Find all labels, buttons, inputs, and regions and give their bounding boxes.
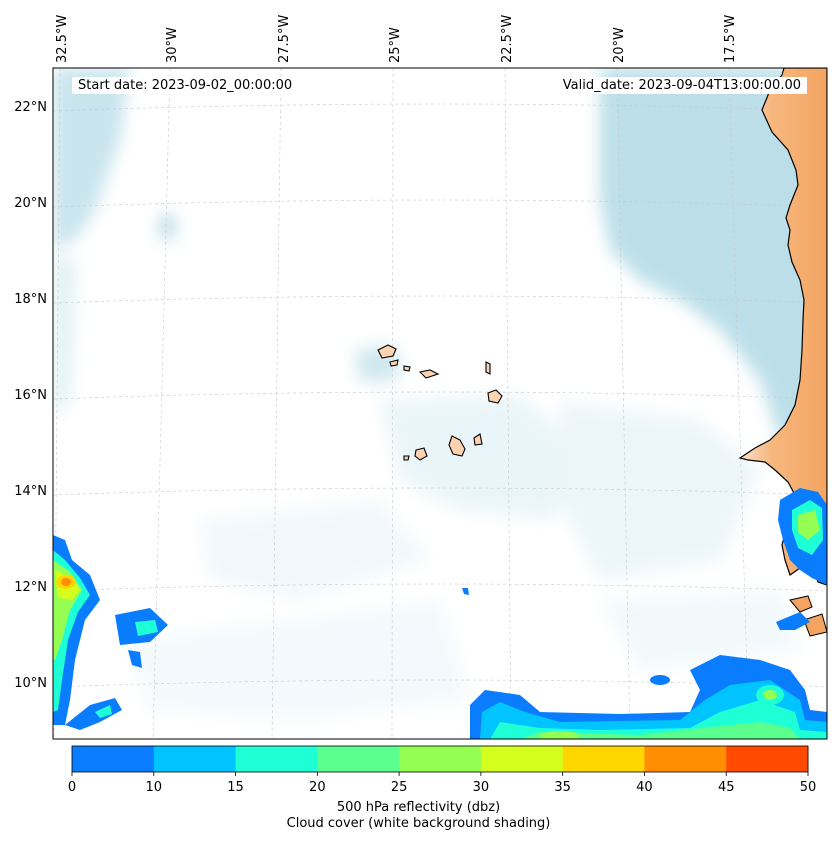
lat-tick-18: 18°N bbox=[14, 292, 47, 307]
colorbar-label: 500 hPa reflectivity (dbz) Cloud cover (… bbox=[0, 800, 837, 832]
reflectivity-west bbox=[53, 535, 469, 730]
colorbar-segment bbox=[317, 746, 400, 772]
bijagos-islands bbox=[789, 595, 813, 613]
colorbar-border bbox=[71, 745, 809, 773]
lon-tick-25: 25°W bbox=[388, 27, 403, 63]
lat-tick-22: 22°N bbox=[14, 100, 47, 115]
colorbar-label-line2: Cloud cover (white background shading) bbox=[286, 816, 551, 831]
lon-tick-30: 30°W bbox=[165, 27, 180, 63]
lon-tick-labels: 32.5°W 30°W 27.5°W 25°W 22.5°W 20°W 17.5… bbox=[55, 15, 738, 63]
lon-tick-17-5: 17.5°W bbox=[723, 15, 738, 63]
colorbar-tick-label: 20 bbox=[309, 780, 326, 795]
lon-tick-20: 20°W bbox=[612, 27, 627, 63]
valid-date-label: Valid_date: 2023-09-04T13:00:00.00 bbox=[556, 77, 807, 94]
colorbar-segment bbox=[562, 746, 645, 772]
cape-verde-islands bbox=[377, 344, 503, 461]
cloud-cover bbox=[53, 68, 827, 720]
lon-tick-27-5: 27.5°W bbox=[277, 15, 292, 63]
reflectivity-east bbox=[776, 488, 827, 630]
lat-tick-16: 16°N bbox=[14, 388, 47, 403]
colorbar-tick-label: 50 bbox=[800, 780, 817, 795]
lon-tick-32-5: 32.5°W bbox=[55, 15, 70, 63]
colorbar-tick-label: 35 bbox=[554, 780, 571, 795]
colorbar-tick-label: 25 bbox=[391, 780, 408, 795]
reflectivity-south bbox=[470, 655, 827, 739]
lat-tick-10: 10°N bbox=[14, 676, 47, 691]
africa-land bbox=[738, 68, 827, 586]
lon-tick-22-5: 22.5°W bbox=[500, 15, 515, 63]
coastal-islands bbox=[803, 613, 827, 637]
colorbar-segment bbox=[726, 746, 809, 772]
colorbar: 0 10 15 20 25 30 35 40 45 50 bbox=[68, 745, 817, 795]
colorbar-segment bbox=[72, 746, 155, 772]
colorbar-segment bbox=[480, 746, 564, 772]
colorbar-tick-label: 0 bbox=[68, 780, 76, 795]
colorbar-segment bbox=[399, 746, 482, 772]
colorbar-tick-label: 45 bbox=[718, 780, 735, 795]
start-date-label: Start date: 2023-09-02_00:00:00 bbox=[72, 77, 299, 94]
colorbar-segment bbox=[153, 746, 237, 772]
colorbar-segment bbox=[644, 746, 727, 772]
lat-tick-labels: 22°N 20°N 18°N 16°N 14°N 12°N 10°N bbox=[14, 100, 47, 691]
colorbar-tick-label: 10 bbox=[146, 780, 163, 795]
colorbar-label-line1: 500 hPa reflectivity (dbz) bbox=[336, 800, 501, 815]
lat-tick-20: 20°N bbox=[14, 196, 47, 211]
colorbar-tick-label: 30 bbox=[473, 780, 490, 795]
colorbar-segment bbox=[235, 746, 318, 772]
map-border bbox=[52, 67, 828, 740]
colorbar-tick-label: 15 bbox=[227, 780, 244, 795]
lat-tick-12: 12°N bbox=[14, 580, 47, 595]
colorbar-tick-label: 40 bbox=[636, 780, 653, 795]
lat-tick-14: 14°N bbox=[14, 484, 47, 499]
